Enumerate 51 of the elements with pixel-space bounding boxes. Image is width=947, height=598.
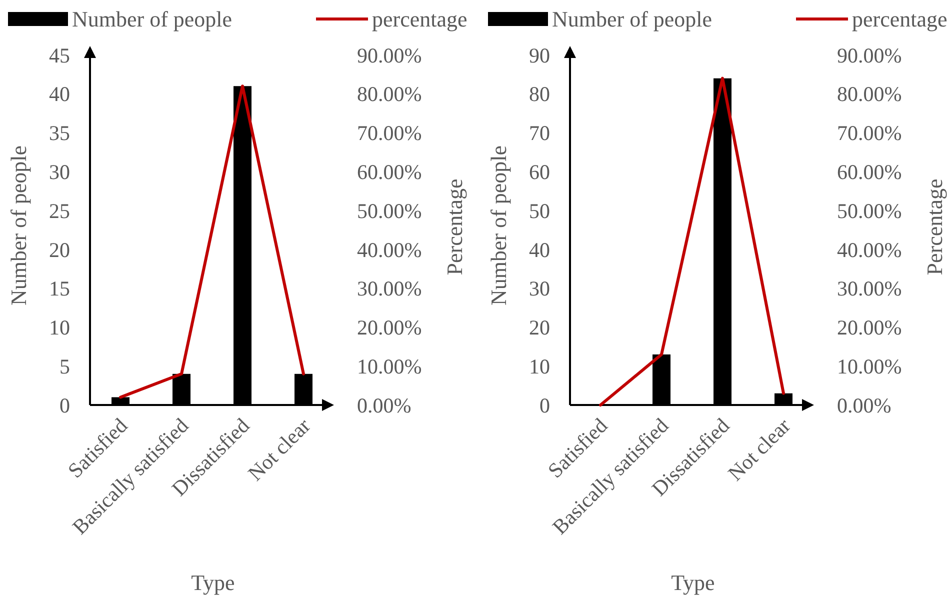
y2-tick-label: 90.00% <box>357 43 422 68</box>
y-tick-label: 20 <box>529 316 550 340</box>
y-tick-label: 15 <box>49 276 70 301</box>
y-tick-label: 25 <box>49 198 70 223</box>
y2-tick-label: 40.00% <box>357 238 422 262</box>
x-axis-title: Type <box>671 570 715 595</box>
y-tick-label: 10 <box>49 316 70 340</box>
y-tick-label: 45 <box>49 43 70 68</box>
y-tick-label: 0 <box>540 393 550 418</box>
y-tick-label: 20 <box>49 238 70 262</box>
y2-tick-label: 40.00% <box>837 238 902 262</box>
line-series <box>599 76 785 406</box>
y-tick-label: 30 <box>49 160 70 184</box>
y2-tick-label: 10.00% <box>837 354 902 378</box>
y-tick-label: 40 <box>49 82 70 106</box>
legend-label: Number of people <box>552 6 712 32</box>
y-tick-label: 30 <box>529 276 550 301</box>
y2-tick-label: 70.00% <box>837 121 902 146</box>
y-tick-label: 35 <box>49 121 70 146</box>
y2-tick-label: 80.00% <box>837 82 902 106</box>
y2-tick-label: 50.00% <box>837 198 902 223</box>
y-tick-label: 80 <box>529 82 550 106</box>
y-tick-label: 0 <box>60 393 70 418</box>
y-axis-title: Number of people <box>6 145 31 306</box>
legend-label: percentage <box>852 6 947 32</box>
y2-tick-label: 60.00% <box>357 160 422 184</box>
y2-tick-label: 0.00% <box>837 393 892 418</box>
x-axis-title: Type <box>191 570 235 595</box>
y2-tick-label: 60.00% <box>837 160 902 184</box>
y2-tick-label: 30.00% <box>837 276 902 301</box>
legend-label: Number of people <box>72 6 232 32</box>
y2-tick-label: 0.00% <box>357 393 412 418</box>
y-tick-label: 90 <box>529 43 550 68</box>
y-tick-label: 40 <box>529 238 550 262</box>
y2-tick-label: 10.00% <box>357 354 422 378</box>
y2-tick-label: 20.00% <box>357 316 422 340</box>
y2-tick-label: 80.00% <box>357 82 422 106</box>
y-axis-title: Number of people <box>486 145 511 306</box>
y2-tick-label: 20.00% <box>837 316 902 340</box>
y-tick-label: 70 <box>529 121 550 146</box>
y2-tick-label: 90.00% <box>837 43 902 68</box>
legend-label: percentage <box>372 6 468 32</box>
y2-tick-label: 30.00% <box>357 276 422 301</box>
y-tick-label: 5 <box>60 354 70 378</box>
y-tick-label: 50 <box>529 198 550 223</box>
y2-tick-label: 50.00% <box>357 198 422 223</box>
y-tick-label: 60 <box>529 160 550 184</box>
y-tick-label: 10 <box>529 354 550 378</box>
y2-tick-label: 70.00% <box>357 121 422 146</box>
y2-axis-title: Percentage <box>922 178 947 276</box>
y2-axis-title: Percentage <box>442 178 467 276</box>
